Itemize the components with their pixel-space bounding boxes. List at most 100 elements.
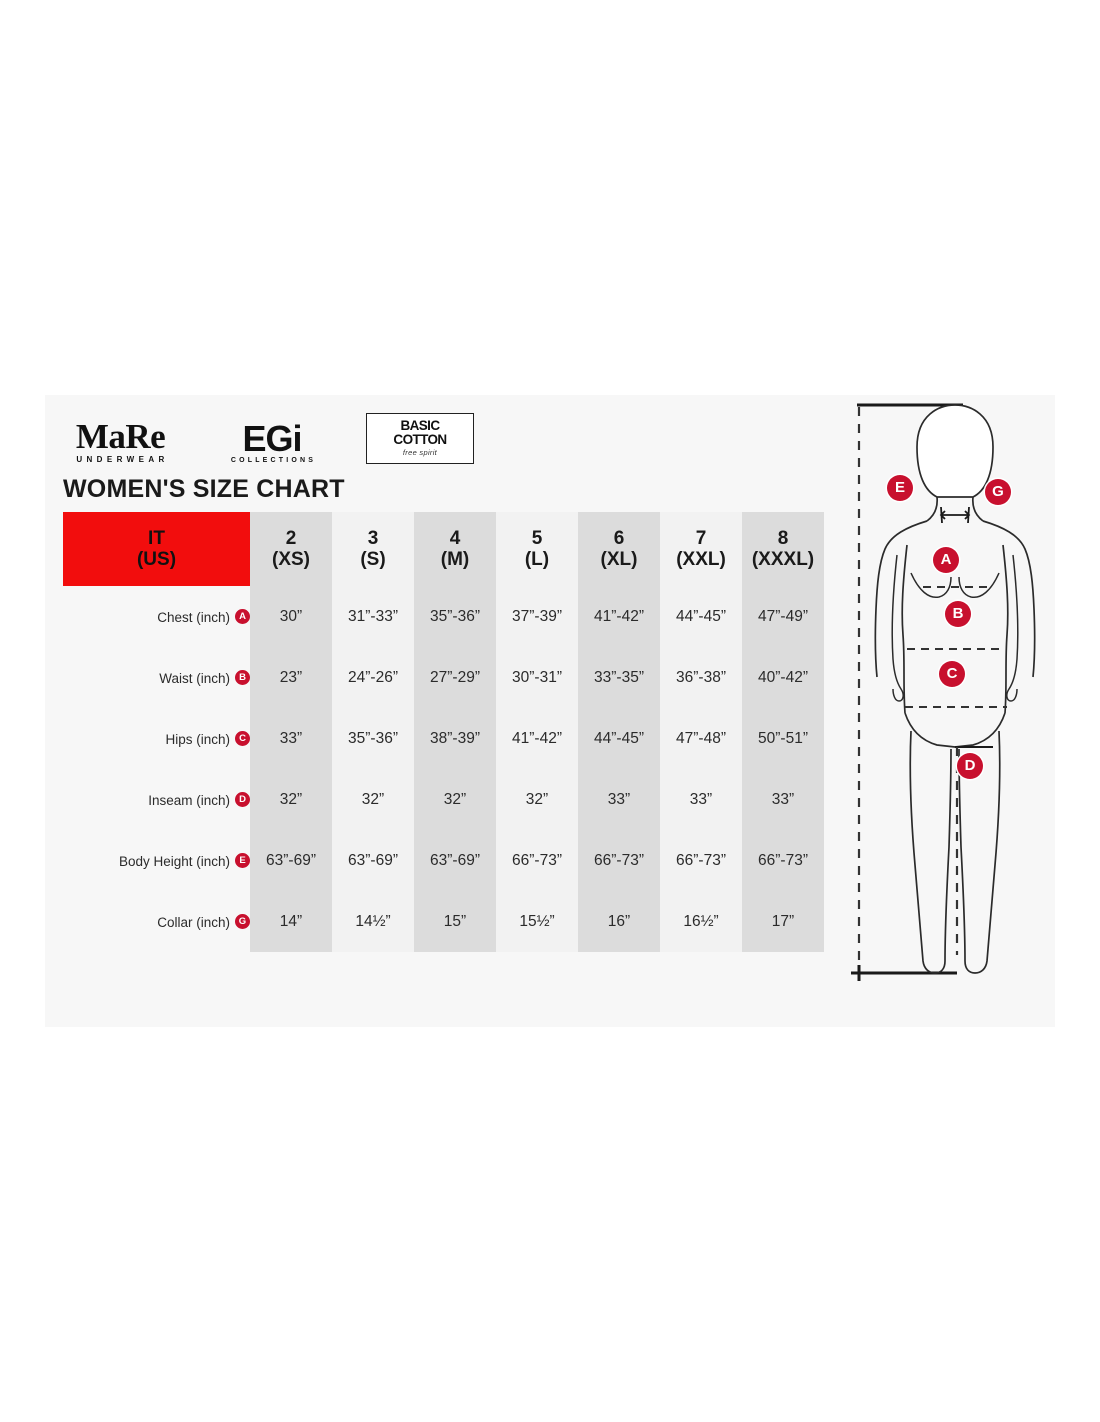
- cell-body-height-6: 66”-73”: [578, 830, 660, 891]
- table-body: Chest (inch) A 30” 31”-33” 35”-36” 37”-39…: [63, 586, 824, 952]
- cell-inseam-7: 33”: [660, 769, 742, 830]
- cell-body-height-2: 63”-69”: [250, 830, 332, 891]
- header-cell-size-5: 5 (L): [496, 512, 578, 586]
- header-size-par-1: (S): [360, 549, 386, 570]
- cell-hips-7: 47”-48”: [660, 708, 742, 769]
- figure-badge-b-icon: B: [945, 601, 971, 627]
- cell-inseam-4: 32”: [414, 769, 496, 830]
- cell-body-height-5: 66”-73”: [496, 830, 578, 891]
- row-label-waist: Waist (inch) B: [63, 647, 250, 708]
- cell-waist-3: 24”-26”: [332, 647, 414, 708]
- cell-hips-6: 44”-45”: [578, 708, 660, 769]
- header-cell-size-3: 3 (S): [332, 512, 414, 586]
- row-label-hips: Hips (inch) C: [63, 708, 250, 769]
- row-label-chest: Chest (inch) A: [63, 586, 250, 647]
- cell-chest-4: 35”-36”: [414, 586, 496, 647]
- table-row: Inseam (inch) D 32” 32” 32” 32” 33” 33” 3…: [63, 769, 824, 830]
- cell-waist-4: 27”-29”: [414, 647, 496, 708]
- cell-waist-5: 30”-31”: [496, 647, 578, 708]
- row-badge-b-icon: B: [235, 670, 250, 686]
- brand-logo-row: MaRe UNDERWEAR EGi COLLECTIONS BASIC COT…: [63, 413, 474, 464]
- header-cell-size-7: 7 (XXL): [660, 512, 742, 586]
- row-label-text-0: Chest (inch): [157, 609, 230, 625]
- egi-logo: EGi COLLECTIONS: [222, 420, 322, 464]
- cell-hips-3: 35”-36”: [332, 708, 414, 769]
- mare-logo-word: MaRe: [75, 416, 166, 456]
- header-size-num-5: 7: [695, 527, 707, 549]
- cell-waist-8: 40”-42”: [742, 647, 824, 708]
- header-size-par-5: (XXL): [676, 549, 726, 570]
- header-size-num-1: 3: [367, 527, 379, 549]
- cell-hips-2: 33”: [250, 708, 332, 769]
- row-label-text-1: Waist (inch): [159, 670, 230, 686]
- row-badge-g-icon: G: [235, 914, 250, 930]
- table-header: IT (US) 2 (XS) 3 (S) 4 (M): [63, 512, 824, 586]
- cell-body-height-8: 66”-73”: [742, 830, 824, 891]
- cell-collar-5: 15½”: [496, 891, 578, 952]
- basic-cotton-logo: BASIC COTTON free spirit: [366, 413, 474, 464]
- header-size-par-6: (XXXL): [751, 549, 815, 570]
- figure-badge-d-icon: D: [957, 753, 983, 779]
- cell-inseam-2: 32”: [250, 769, 332, 830]
- cell-collar-2: 14”: [250, 891, 332, 952]
- cell-hips-4: 38”-39”: [414, 708, 496, 769]
- header-size-par-4: (XL): [600, 549, 638, 570]
- cell-chest-7: 44”-45”: [660, 586, 742, 647]
- cell-inseam-3: 32”: [332, 769, 414, 830]
- cell-waist-2: 23”: [250, 647, 332, 708]
- cell-hips-8: 50”-51”: [742, 708, 824, 769]
- header-cell-size-8: 8 (XXXL): [742, 512, 824, 586]
- cell-chest-2: 30”: [250, 586, 332, 647]
- mare-logo-sub: UNDERWEAR: [76, 455, 169, 464]
- mare-logo: MaRe UNDERWEAR: [63, 416, 178, 464]
- cell-inseam-8: 33”: [742, 769, 824, 830]
- header-size-num-2: 4: [449, 527, 461, 549]
- cell-chest-6: 41”-42”: [578, 586, 660, 647]
- table-row: Body Height (inch) E 63”-69” 63”-69” 63”-…: [63, 830, 824, 891]
- row-badge-a-icon: A: [235, 609, 250, 625]
- header-it-line1: IT: [148, 527, 165, 549]
- row-badge-e-icon: E: [235, 853, 250, 869]
- table-header-row: IT (US) 2 (XS) 3 (S) 4 (M): [63, 512, 824, 586]
- figure-badge-a-icon: A: [933, 547, 959, 573]
- row-label-text-3: Inseam (inch): [148, 792, 230, 808]
- body-measurement-diagram: E G A B C D: [845, 395, 1055, 1027]
- cell-inseam-5: 32”: [496, 769, 578, 830]
- header-size-num-6: 8: [777, 527, 789, 549]
- row-badge-d-icon: D: [235, 792, 250, 808]
- cell-body-height-3: 63”-69”: [332, 830, 414, 891]
- cell-collar-8: 17”: [742, 891, 824, 952]
- header-size-par-0: (XS): [272, 549, 310, 570]
- cell-collar-4: 15”: [414, 891, 496, 952]
- cell-hips-5: 41”-42”: [496, 708, 578, 769]
- header-cell-it-us: IT (US): [63, 512, 250, 586]
- table-row: Collar (inch) G 14” 14½” 15” 15½” 16” 16½…: [63, 891, 824, 952]
- row-badge-c-icon: C: [235, 731, 250, 747]
- header-size-par-3: (L): [524, 549, 550, 570]
- size-chart-table: IT (US) 2 (XS) 3 (S) 4 (M): [63, 512, 824, 952]
- row-label-text-2: Hips (inch): [165, 731, 230, 747]
- figure-badge-e-icon: E: [887, 475, 913, 501]
- row-label-text-5: Collar (inch): [157, 914, 230, 930]
- cell-collar-3: 14½”: [332, 891, 414, 952]
- header-cell-size-4: 4 (M): [414, 512, 496, 586]
- header-size-num-0: 2: [285, 527, 297, 549]
- cell-chest-3: 31”-33”: [332, 586, 414, 647]
- header-size-num-4: 6: [613, 527, 625, 549]
- cell-waist-6: 33”-35”: [578, 647, 660, 708]
- header-it-line2: (US): [136, 549, 177, 570]
- cell-collar-6: 16”: [578, 891, 660, 952]
- table-row: Waist (inch) B 23” 24”-26” 27”-29” 30”-31…: [63, 647, 824, 708]
- row-label-body-height: Body Height (inch) E: [63, 830, 250, 891]
- figure-badge-g-icon: G: [985, 479, 1011, 505]
- basic-cotton-logo-sub: free spirit: [402, 448, 438, 457]
- page-title: WOMEN'S SIZE CHART: [63, 475, 345, 503]
- cell-waist-7: 36”-38”: [660, 647, 742, 708]
- egi-logo-sub: COLLECTIONS: [230, 457, 317, 464]
- row-label-text-4: Body Height (inch): [118, 853, 230, 869]
- cell-body-height-7: 66”-73”: [660, 830, 742, 891]
- header-size-par-2: (M): [440, 549, 470, 570]
- female-body-outline-icon: [851, 403, 1036, 981]
- cell-chest-5: 37”-39”: [496, 586, 578, 647]
